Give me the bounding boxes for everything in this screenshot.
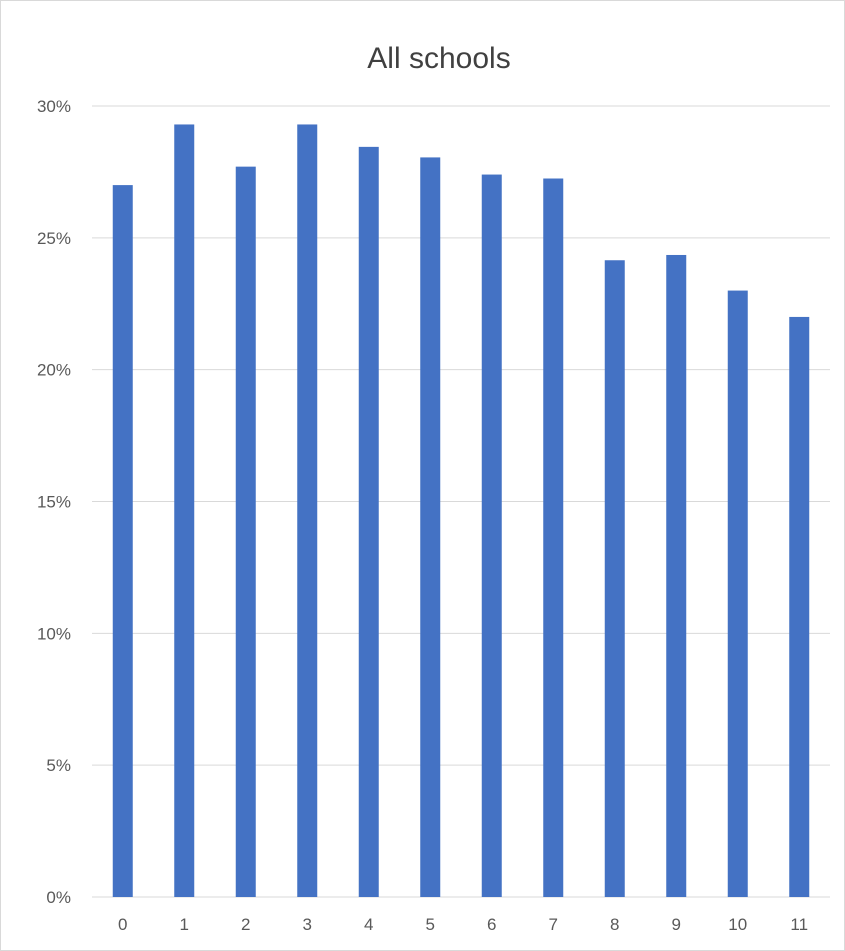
y-tick-label: 30% [37, 97, 71, 116]
x-tick-label: 10 [728, 915, 747, 934]
x-tick-label: 8 [610, 915, 619, 934]
x-tick-label: 11 [790, 915, 808, 934]
x-tick-label: 1 [180, 915, 189, 934]
bar-11 [789, 316, 810, 897]
bar-2 [235, 166, 256, 898]
y-axis-tick-labels: 0% 5% 10% 15% 20% 25% 30% [37, 97, 71, 907]
x-tick-label: 5 [426, 915, 435, 934]
bar-9 [666, 254, 687, 897]
y-tick-label: 15% [37, 493, 71, 512]
bar-5 [420, 157, 441, 898]
bar-0 [112, 185, 133, 898]
x-tick-label: 3 [303, 915, 312, 934]
x-tick-label: 4 [364, 915, 373, 934]
bars [112, 124, 810, 898]
x-tick-label: 7 [549, 915, 558, 934]
x-tick-label: 2 [241, 915, 250, 934]
bar-7 [543, 178, 564, 898]
y-tick-label: 5% [46, 756, 71, 775]
y-tick-label: 0% [46, 888, 71, 907]
x-axis-tick-labels: 0 1 2 3 4 5 6 7 8 9 10 11 [118, 915, 808, 934]
x-tick-label: 9 [672, 915, 681, 934]
y-tick-label: 20% [37, 361, 71, 380]
y-tick-label: 10% [37, 624, 71, 643]
bar-8 [604, 260, 625, 897]
gridlines [92, 105, 830, 898]
chart-title: All schools [367, 42, 510, 75]
bar-6 [481, 174, 502, 897]
bar-1 [174, 124, 195, 897]
bar-10 [727, 290, 748, 898]
x-tick-label: 0 [118, 915, 127, 934]
bar-4 [358, 146, 379, 897]
bar-3 [297, 124, 318, 897]
x-tick-label: 6 [487, 915, 496, 934]
y-tick-label: 25% [37, 229, 71, 248]
